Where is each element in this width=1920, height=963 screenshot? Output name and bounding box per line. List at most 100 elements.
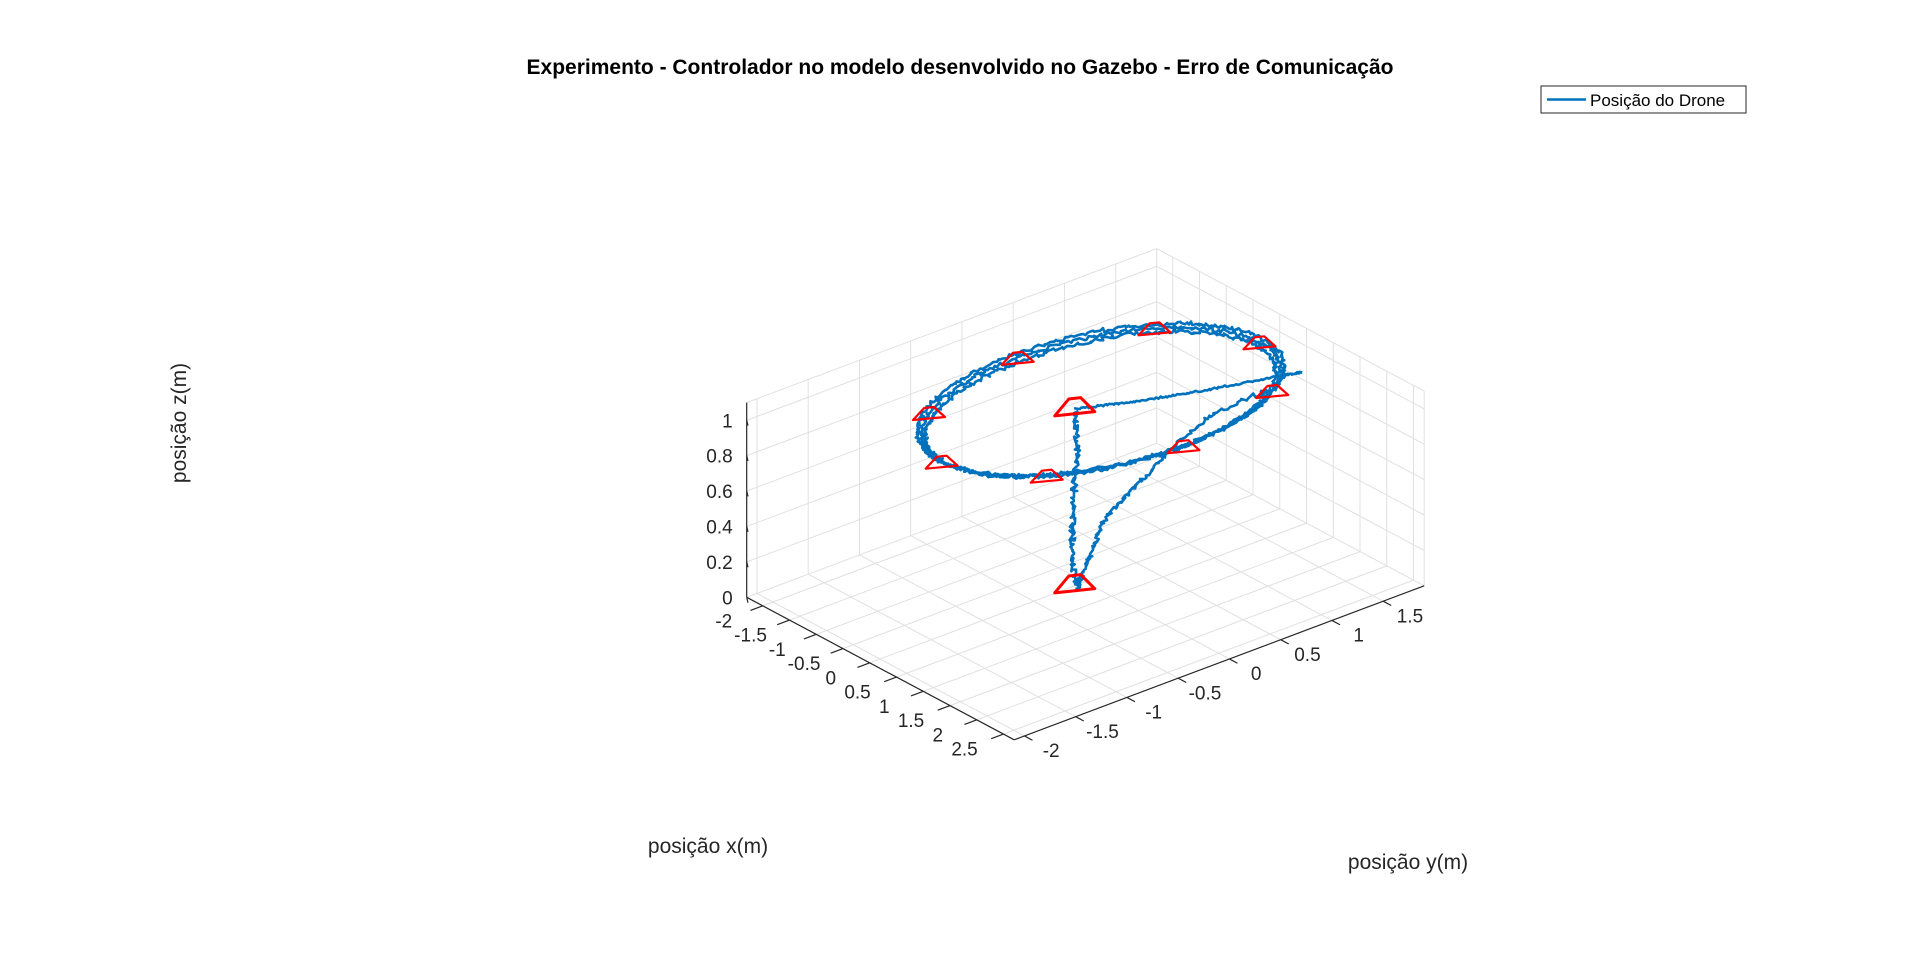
- y-tick-mark: [1229, 658, 1238, 664]
- y-tick-mark: [1075, 716, 1085, 722]
- grid-line-wall-z: [746, 407, 1157, 563]
- grid-line-wall-z: [1156, 407, 1425, 551]
- grid-line-floor-x: [976, 565, 1387, 721]
- z-axis-label: posição z(m): [168, 363, 191, 483]
- trajectory-circle-lap: [914, 320, 1287, 480]
- y-tick-label: -2: [1043, 741, 1060, 762]
- x-tick-label: 2: [933, 725, 944, 746]
- x-tick-label: 1.5: [898, 711, 924, 732]
- z-tick-label: 0.6: [706, 482, 732, 503]
- waypoint-marker: [1000, 350, 1035, 366]
- z-tick-label: 1: [722, 411, 733, 432]
- y-tick-labels: -2 -1.5 -1 -0.5 0 0.5 1 1.5: [1043, 606, 1423, 762]
- x-tick-mark: [857, 662, 870, 669]
- y-tick-label: -1: [1145, 703, 1162, 724]
- waypoint-marker: [1029, 468, 1064, 484]
- waypoint-marker: [1137, 321, 1172, 337]
- y-tick-mark: [1331, 619, 1341, 626]
- y-tick-label: 0: [1251, 664, 1262, 685]
- grid-line-wall-z: [1156, 265, 1425, 410]
- grid-line-floor-y: [1064, 477, 1333, 621]
- z-tick-mark: [746, 420, 749, 426]
- grid-line-floor-y: [910, 535, 1179, 679]
- z-tick-label: 0.4: [706, 518, 733, 539]
- trajectory-circle-lap: [917, 325, 1283, 479]
- grid-line-floor-x: [1003, 579, 1414, 735]
- x-tick-mark: [776, 619, 790, 626]
- grid-line-wall-z: [1156, 372, 1425, 516]
- trajectory-return: [1075, 388, 1268, 591]
- z-tick-mark: [746, 526, 749, 532]
- y-tick-label: 1.5: [1397, 606, 1423, 627]
- grid-line-wall-z: [746, 336, 1157, 492]
- waypoint-marker: [1166, 439, 1201, 455]
- x-tick-label: 2.5: [951, 740, 977, 761]
- x-tick-label: 0: [826, 668, 837, 689]
- x-tick-label: 1: [879, 697, 890, 718]
- z-tick-mark: [746, 561, 749, 568]
- grid-line-wall-z: [746, 301, 1157, 457]
- waypoint-marker: [924, 454, 959, 470]
- waypoint-marker: [1053, 396, 1097, 418]
- waypoint-markers: [911, 321, 1290, 595]
- y-tick-mark: [1177, 677, 1187, 684]
- x-tick-mark: [964, 719, 977, 726]
- x-tick-mark: [830, 648, 844, 654]
- x-tick-label: -1.5: [734, 626, 767, 647]
- z-tick-mark: [746, 490, 749, 497]
- grid-line-wall-z: [1156, 336, 1425, 481]
- box-edge: [1156, 248, 1425, 392]
- grid-line-wall-z: [746, 265, 1157, 421]
- grid-line-floor-y: [756, 593, 1025, 737]
- x-axis-line: [746, 596, 1015, 741]
- waypoint-marker: [1255, 383, 1290, 400]
- grid-line-floor-x: [896, 522, 1307, 678]
- y-tick-label: 0.5: [1294, 645, 1320, 666]
- y-tick-label: 1: [1353, 626, 1364, 647]
- waypoint-marker: [911, 405, 947, 422]
- trajectory-transit: [1073, 370, 1304, 411]
- y-tick-label: -1.5: [1086, 722, 1119, 743]
- grid-line-floor-x: [762, 451, 1173, 607]
- y-tick-mark: [1126, 696, 1136, 703]
- grid-line-wall-z: [1156, 442, 1425, 587]
- y-tick-mark: [1280, 639, 1290, 645]
- axes: [746, 402, 1425, 741]
- grid-line-floor-x: [789, 465, 1200, 621]
- y-tick-mark: [1382, 600, 1392, 607]
- grid-line-wall-z: [746, 372, 1157, 527]
- grid-line-floor-x: [816, 479, 1227, 635]
- grid-line-floor-y: [859, 554, 1128, 698]
- x-axis-label: posição x(m): [648, 835, 768, 858]
- x-tick-mark: [990, 733, 1004, 740]
- y-axis-label: posição y(m): [1348, 851, 1468, 874]
- x-tick-label: -1: [769, 640, 786, 661]
- y-tick-mark: [1024, 735, 1033, 741]
- grid-line-floor-y: [1012, 496, 1281, 641]
- grid-line-floor-x: [949, 551, 1361, 707]
- x-tick-label: -2: [715, 611, 732, 632]
- z-tick-labels: 0 0.2 0.4 0.6 0.8 1: [706, 411, 733, 609]
- x-tick-mark: [883, 676, 897, 683]
- grid-line-floor-x: [842, 494, 1254, 650]
- waypoint-marker: [1242, 335, 1277, 351]
- x-tick-mark: [937, 705, 951, 711]
- legend-entry-drone-position: Posição do Drone: [1590, 91, 1725, 110]
- x-tick-mark: [803, 633, 817, 640]
- box-edge: [746, 248, 1157, 404]
- waypoint-marker: [1053, 573, 1097, 595]
- grid: [746, 248, 1425, 737]
- grid-line-floor-x: [923, 536, 1334, 692]
- y-tick-label: -0.5: [1189, 683, 1222, 704]
- z-tick-label: 0.8: [706, 447, 732, 468]
- chart-title: Experimento - Controlador no modelo dese…: [527, 56, 1394, 79]
- x-tick-label: -0.5: [788, 654, 821, 675]
- grid-line-floor-x: [869, 508, 1280, 664]
- y-axis-line: [1013, 585, 1425, 741]
- legend: Posição do Drone: [1540, 85, 1747, 114]
- x-tick-labels: -2-1.5-1-0.50 0.5 1 1.5 2 2.5: [715, 611, 977, 760]
- trajectory-ascent: [1068, 409, 1082, 586]
- z-tick-mark: [746, 597, 749, 603]
- x-tick-label: 0.5: [844, 683, 870, 704]
- x-tick-mark: [750, 605, 763, 612]
